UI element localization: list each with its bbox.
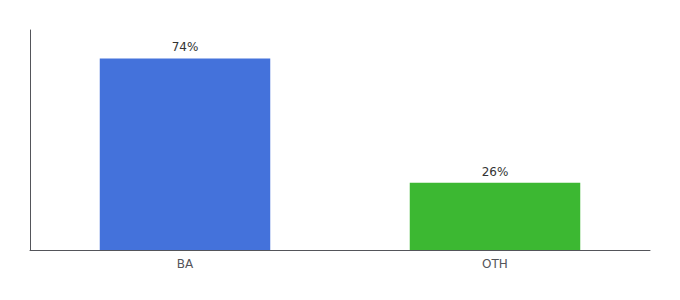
svg-text:74%: 74% [172,40,199,54]
svg-text:OTH: OTH [482,257,508,271]
svg-text:BA: BA [177,257,194,271]
svg-text:26%: 26% [482,165,509,179]
